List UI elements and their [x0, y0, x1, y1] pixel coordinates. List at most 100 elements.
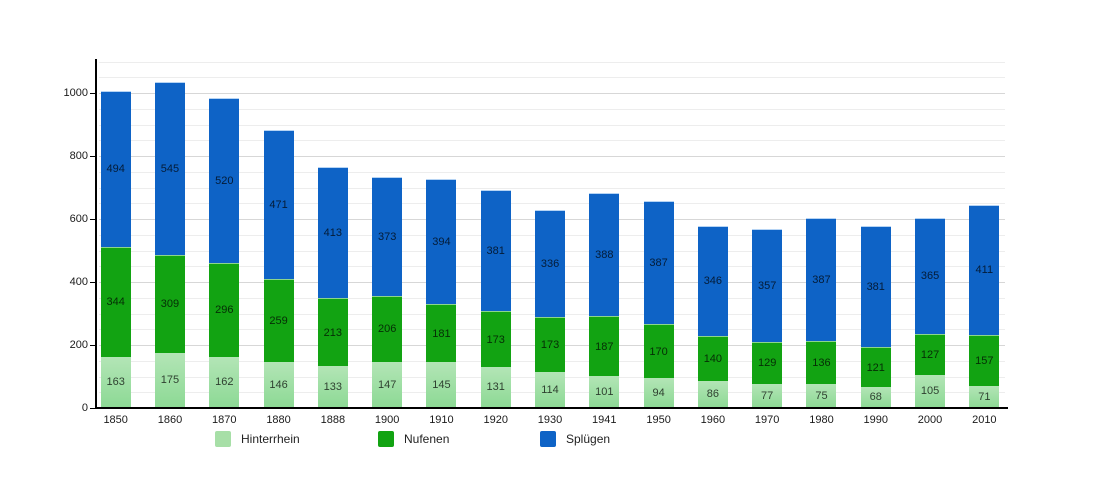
- y-tick-mark: [90, 281, 95, 283]
- bar-segment-nufenen: 173: [535, 316, 566, 373]
- segment-value-label: 173: [540, 338, 560, 351]
- segment-value-label: 520: [215, 174, 234, 187]
- y-axis-line: [95, 59, 97, 409]
- segment-value-label: 157: [975, 354, 994, 367]
- y-axis-label: 600: [69, 213, 88, 225]
- legend-label: Nufenen: [404, 432, 450, 446]
- legend-swatch-nufenen: [378, 431, 394, 447]
- bar-1941: 101 187 388: [589, 193, 620, 408]
- segment-value-label: 187: [595, 340, 614, 353]
- segment-value-label: 357: [757, 279, 777, 292]
- segment-value-label: 388: [595, 249, 614, 262]
- bar-2000: 105 127 365: [915, 217, 946, 408]
- y-axis-label: 1000: [63, 87, 88, 99]
- legend-item-nufenen: Nufenen: [378, 431, 449, 447]
- segment-value-label: 105: [920, 385, 940, 398]
- segment-value-label: 387: [649, 256, 668, 269]
- x-axis-label: 2000: [917, 414, 943, 426]
- bar-1970: 77 129 357: [752, 228, 783, 408]
- gridline-minor: [99, 124, 1005, 126]
- bar-segment-spluegen: 494: [100, 90, 131, 248]
- x-axis-label: 1910: [429, 414, 454, 426]
- x-axis-label: 1880: [266, 414, 291, 426]
- bar-segment-spluegen: 387: [643, 200, 674, 324]
- x-axis-label: 1888: [320, 414, 346, 426]
- y-tick-mark: [90, 218, 95, 220]
- bar-segment-hinterrhein: 175: [154, 352, 185, 408]
- bar-segment-hinterrhein: 163: [100, 356, 131, 408]
- x-axis-label: 1990: [863, 414, 888, 426]
- bar-1990: 68 121 381: [860, 226, 891, 408]
- y-axis-label: 200: [69, 339, 88, 351]
- x-axis-label: 1980: [809, 414, 834, 426]
- bar-segment-spluegen: 520: [209, 97, 240, 263]
- bar-segment-spluegen: 387: [806, 217, 837, 341]
- bar-segment-hinterrhein: 146: [263, 362, 294, 408]
- segment-value-label: 163: [106, 376, 125, 389]
- bar-segment-spluegen: 381: [860, 226, 891, 348]
- bar-segment-hinterrhein: 114: [535, 372, 566, 408]
- bar-segment-hinterrhein: 94: [643, 378, 674, 408]
- segment-value-label: 373: [377, 231, 397, 244]
- bar-segment-hinterrhein: 145: [426, 362, 457, 408]
- segment-value-label: 309: [160, 298, 180, 311]
- segment-value-label: 206: [377, 323, 397, 336]
- y-tick-mark: [90, 344, 95, 346]
- bar-segment-nufenen: 187: [589, 316, 620, 377]
- gridline-minor: [99, 77, 1005, 79]
- segment-value-label: 133: [323, 381, 343, 394]
- bar-segment-nufenen: 309: [154, 254, 185, 353]
- legend-swatch-hinterrhein: [215, 431, 231, 447]
- segment-value-label: 365: [920, 270, 940, 283]
- legend-swatch-spluegen: [540, 431, 556, 447]
- legend-label: Hinterrhein: [241, 432, 300, 446]
- x-axis-label: 1850: [103, 414, 128, 426]
- gridline-minor: [99, 61, 1005, 63]
- x-axis-label: 1950: [646, 414, 671, 426]
- bar-segment-spluegen: 411: [969, 204, 1000, 336]
- y-tick-mark: [90, 155, 95, 157]
- segment-value-label: 344: [106, 296, 125, 309]
- x-axis-label: 1941: [592, 414, 617, 426]
- bar-2010: 71 157 411: [969, 204, 1000, 408]
- bar-segment-spluegen: 336: [535, 209, 566, 317]
- bar-1930: 114 173 336: [535, 209, 566, 408]
- gridline-minor: [99, 187, 1005, 189]
- segment-value-label: 545: [160, 162, 180, 175]
- bar-segment-hinterrhein: 131: [480, 366, 511, 408]
- bar-segment-hinterrhein: 147: [372, 361, 403, 408]
- segment-value-label: 296: [215, 304, 234, 317]
- segment-value-label: 494: [106, 163, 125, 176]
- bar-segment-hinterrhein: 162: [209, 356, 240, 408]
- segment-value-label: 413: [323, 226, 343, 239]
- bar-segment-hinterrhein: 101: [589, 376, 620, 408]
- bar-segment-nufenen: 121: [860, 347, 891, 387]
- legend-item-spluegen: Splügen: [540, 431, 610, 447]
- bar-segment-spluegen: 365: [915, 217, 946, 334]
- segment-value-label: 259: [269, 315, 288, 328]
- segment-value-label: 394: [432, 236, 451, 249]
- legend-label: Splügen: [566, 432, 611, 446]
- segment-value-label: 146: [269, 379, 288, 391]
- segment-value-label: 173: [486, 333, 505, 346]
- segment-value-label: 381: [486, 245, 505, 258]
- bar-1920: 131 173 381: [480, 190, 511, 408]
- segment-value-label: 381: [866, 281, 885, 294]
- y-axis-label: 800: [69, 150, 88, 162]
- bar-segment-spluegen: 413: [317, 166, 348, 299]
- segment-value-label: 77: [761, 389, 774, 402]
- x-axis-label: 1920: [483, 414, 508, 426]
- bar-segment-nufenen: 181: [426, 304, 457, 363]
- segment-value-label: 140: [703, 352, 723, 365]
- x-axis-label: 1930: [537, 414, 563, 426]
- bar-segment-nufenen: 170: [643, 323, 674, 379]
- segment-value-label: 411: [975, 264, 994, 277]
- segment-value-label: 131: [486, 381, 505, 394]
- gridline-minor: [99, 140, 1005, 142]
- bar-segment-hinterrhein: 133: [317, 366, 348, 408]
- segment-value-label: 127: [920, 348, 940, 361]
- gridline-major: [99, 156, 1005, 157]
- bar-segment-spluegen: 394: [426, 179, 457, 305]
- x-axis-label: 1870: [212, 414, 237, 426]
